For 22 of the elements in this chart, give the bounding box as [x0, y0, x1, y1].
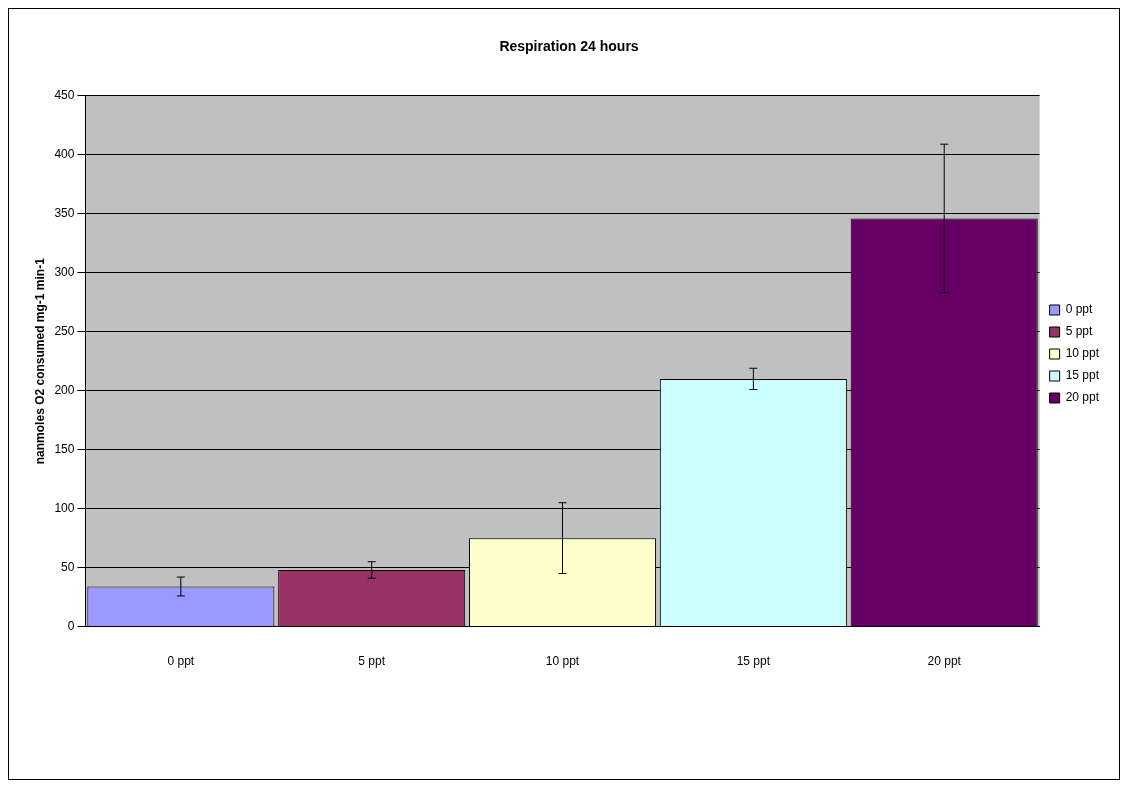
y-tick-label: 450 — [54, 88, 75, 103]
legend-label: 20 ppt — [1065, 390, 1100, 405]
chart-title: Respiration 24 hours — [499, 38, 639, 55]
legend-label: 10 ppt — [1065, 346, 1100, 361]
y-tick-label: 0 — [67, 618, 75, 633]
y-tick-label: 150 — [54, 441, 75, 456]
legend-label: 0 ppt — [1065, 302, 1093, 317]
legend-label: 15 ppt — [1065, 368, 1100, 383]
x-tick-label: 10 ppt — [545, 654, 580, 669]
y-tick-label: 300 — [54, 265, 75, 280]
y-tick-label: 200 — [54, 383, 75, 397]
y-tick-label: 50 — [61, 559, 75, 574]
x-tick-label: 20 ppt — [927, 654, 962, 669]
x-tick-label: 5 ppt — [358, 654, 386, 669]
x-tick-label: 0 ppt — [167, 654, 195, 669]
y-tick-label: 100 — [54, 500, 75, 515]
legend-label: 5 ppt — [1065, 324, 1093, 339]
y-tick-label: 250 — [54, 324, 75, 339]
x-tick-label: 15 ppt — [736, 654, 771, 669]
y-tick-label: 400 — [54, 147, 75, 162]
y-axis-title: nanmoles O2 consumed mg-1 min-1 — [32, 257, 47, 465]
y-tick-label: 350 — [54, 206, 75, 221]
